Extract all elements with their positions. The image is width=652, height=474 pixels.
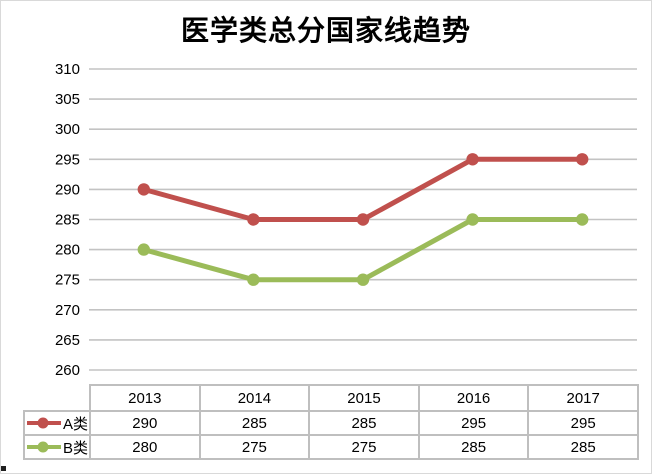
legend-key-a-icon — [27, 417, 61, 429]
table-cell: 275 — [308, 434, 420, 460]
y-tick-label: 285 — [55, 212, 80, 229]
year-header: 2015 — [308, 384, 420, 412]
table-row-series-b: B类 280 275 275 285 285 — [23, 434, 639, 460]
data-point — [576, 153, 589, 166]
data-point — [137, 183, 150, 196]
y-tick-label: 265 — [55, 332, 80, 349]
data-point — [356, 273, 370, 286]
data-point — [137, 243, 150, 256]
table-header-row: 2013 2014 2015 2016 2017 — [24, 384, 639, 412]
legend-item-b: B类 — [23, 434, 91, 460]
table-cell: 285 — [308, 410, 420, 436]
table-cell: 275 — [198, 434, 311, 460]
data-point — [247, 273, 260, 286]
table-cell: 295 — [417, 410, 530, 436]
table-cell: 290 — [89, 410, 201, 436]
y-tick-label: 305 — [55, 91, 80, 108]
y-tick-label: 260 — [55, 362, 80, 379]
data-point — [356, 213, 370, 226]
table-cell: 285 — [198, 410, 311, 436]
data-point — [576, 213, 589, 226]
legend-item-a: A类 — [23, 410, 91, 436]
data-point — [466, 153, 479, 166]
year-header: 2014 — [198, 384, 311, 412]
y-tick-label: 275 — [55, 272, 80, 289]
table-corner-empty — [24, 385, 90, 411]
table-cell: 285 — [527, 434, 639, 460]
y-tick-label: 310 — [55, 61, 80, 78]
table-row-series-a: A类 290 285 285 295 295 — [23, 410, 639, 436]
chart-data-table: 2013 2014 2015 2016 2017 A类 290 285 285 … — [23, 384, 639, 460]
table-cell: 285 — [417, 434, 530, 460]
year-header: 2016 — [417, 384, 530, 412]
year-header: 2013 — [89, 384, 201, 412]
data-point — [247, 213, 260, 226]
y-tick-label: 270 — [55, 302, 80, 319]
legend-label-b: B类 — [63, 439, 89, 457]
legend-label-a: A类 — [63, 415, 89, 433]
table-cell: 280 — [89, 434, 201, 460]
bottom-left-corner-artifact — [1, 466, 6, 471]
chart-title: 医学类总分国家线趋势 — [180, 15, 471, 46]
year-header: 2017 — [527, 384, 639, 412]
y-tick-label: 290 — [55, 181, 80, 198]
legend-key-b-icon — [27, 441, 61, 453]
y-tick-label: 300 — [55, 121, 80, 138]
data-point — [466, 213, 479, 226]
table-cell: 295 — [527, 410, 639, 436]
y-tick-label: 295 — [55, 151, 80, 168]
y-tick-label: 280 — [55, 242, 80, 259]
